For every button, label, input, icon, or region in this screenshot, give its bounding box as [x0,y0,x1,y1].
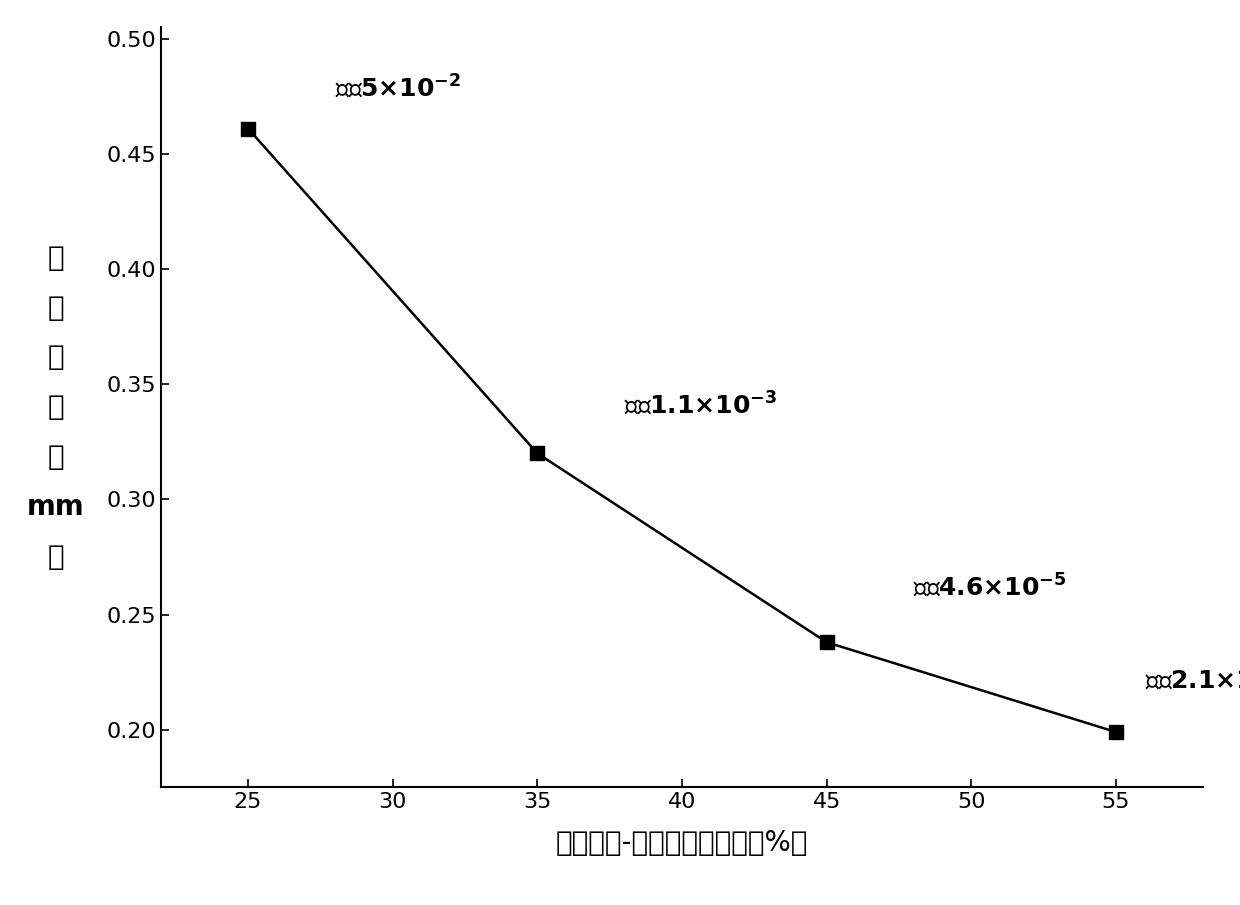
Point [1106,725,1126,739]
X-axis label: 安装力矩-额定力矩百分比（%）: 安装力矩-额定力矩百分比（%） [556,829,808,857]
Text: 漏率1.1×$\mathbf{10^{-3}}$: 漏率1.1×$\mathbf{10^{-3}}$ [624,391,777,419]
Point [817,635,837,650]
Point [527,446,547,461]
Text: ）: ） [47,543,64,570]
Text: 间: 间 [47,344,64,371]
Text: 漏率4.6×$\mathbf{10^{-5}}$: 漏率4.6×$\mathbf{10^{-5}}$ [914,573,1066,601]
Text: 均: 均 [47,294,64,321]
Text: 隙: 隙 [47,394,64,421]
Text: 平: 平 [47,244,64,272]
Text: （: （ [47,443,64,471]
Point [238,121,258,136]
Text: 漏率2.1×$\mathbf{10^{-6}}$: 漏率2.1×$\mathbf{10^{-6}}$ [1145,665,1240,693]
Text: 漏率5×$\mathbf{10^{-2}}$: 漏率5×$\mathbf{10^{-2}}$ [335,73,461,100]
Text: mm: mm [27,493,84,520]
